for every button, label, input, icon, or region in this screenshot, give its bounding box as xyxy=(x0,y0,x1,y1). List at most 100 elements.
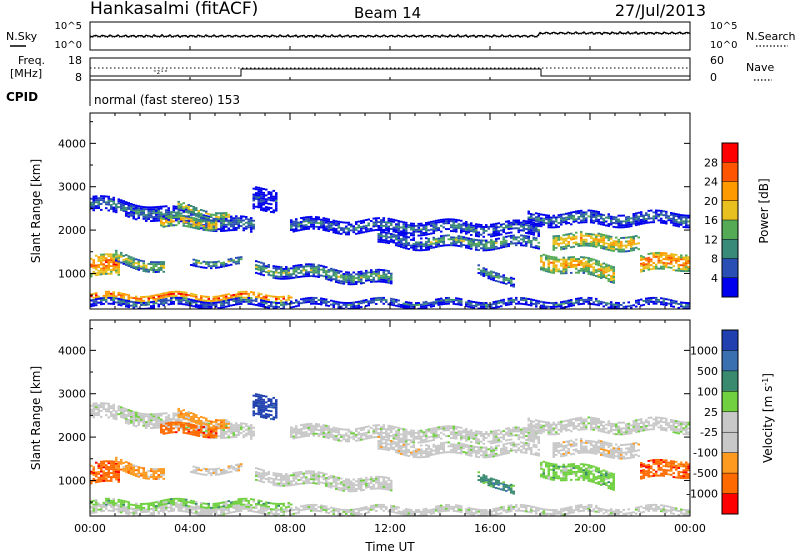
power-cell xyxy=(190,208,193,211)
power-cell xyxy=(580,238,583,241)
velocity-cell xyxy=(177,421,180,424)
power-cell xyxy=(325,302,328,305)
power-cell xyxy=(482,239,485,242)
power-cell xyxy=(670,301,673,304)
power-cell xyxy=(347,227,350,230)
velocity-cell xyxy=(200,504,203,506)
power-cell xyxy=(195,294,198,296)
power-cell xyxy=(157,270,160,273)
power-cell xyxy=(252,195,255,198)
power-cell xyxy=(145,208,148,211)
power-cell xyxy=(540,266,543,269)
power-cell xyxy=(577,303,580,306)
power-cell xyxy=(585,242,588,245)
velocity-cell xyxy=(100,402,103,405)
power-cell xyxy=(587,269,590,271)
power-cell xyxy=(220,300,223,303)
power-cell xyxy=(187,211,190,214)
power-cell xyxy=(497,274,500,277)
power-cell xyxy=(280,277,283,280)
power-cell xyxy=(660,217,663,220)
power-cell xyxy=(110,261,113,264)
velocity-cell xyxy=(112,460,115,463)
power-cell xyxy=(192,210,195,213)
velocity-cell xyxy=(105,460,108,463)
power-cell xyxy=(252,207,255,210)
power-cell xyxy=(570,304,573,307)
power-cell xyxy=(642,256,645,259)
velocity-cell xyxy=(140,472,143,475)
power-cell xyxy=(117,291,120,294)
power-cell xyxy=(260,195,263,198)
power-cell xyxy=(302,299,305,302)
power-cell xyxy=(280,270,283,272)
velocity-cell xyxy=(132,470,135,473)
power-cell xyxy=(152,265,155,268)
power-cell xyxy=(407,307,410,309)
power-cell xyxy=(455,236,458,239)
power-cell xyxy=(477,307,480,309)
power-cell xyxy=(297,304,300,307)
power-cell xyxy=(177,208,180,211)
power-cell xyxy=(337,230,340,233)
noise-panel: N.Sky 10^5 10^0 10^5 10^0 N.Search xyxy=(6,21,796,51)
power-cell xyxy=(90,273,93,276)
power-cell xyxy=(132,207,135,210)
velocity-cell xyxy=(270,502,273,505)
power-cell xyxy=(92,197,95,200)
power-cell xyxy=(672,212,675,215)
power-cell xyxy=(667,262,670,265)
power-cell xyxy=(507,245,510,248)
power-cell xyxy=(260,305,263,308)
power-cell xyxy=(605,304,608,306)
power-cell xyxy=(415,249,418,252)
power-cell xyxy=(405,239,408,242)
power-cell xyxy=(645,297,648,300)
power-cell xyxy=(657,257,660,260)
power-cell xyxy=(547,216,550,219)
power-cell xyxy=(472,304,475,307)
power-cell xyxy=(530,245,533,248)
power-cell xyxy=(327,230,330,233)
power-cell xyxy=(527,220,530,223)
power-cell xyxy=(317,226,320,229)
velocity-cell xyxy=(277,503,280,505)
power-cell xyxy=(380,235,383,238)
power-cell xyxy=(372,276,375,279)
power-cell xyxy=(270,305,273,308)
power-cell xyxy=(155,208,158,211)
power-cell xyxy=(307,271,310,274)
power-cell xyxy=(567,305,570,308)
power-cell xyxy=(510,301,513,304)
power-cell xyxy=(392,235,395,238)
power-cell xyxy=(495,276,498,279)
power-cell xyxy=(670,217,673,220)
power-cell xyxy=(612,274,615,276)
velocity-cell xyxy=(152,419,155,422)
velocity-cell xyxy=(162,425,165,427)
power-cell xyxy=(130,258,133,261)
power-cell xyxy=(387,232,390,235)
velocity-cell xyxy=(152,478,155,480)
power-cell xyxy=(482,231,485,234)
power-cell xyxy=(390,280,393,283)
power-cell xyxy=(512,299,515,301)
power-cell xyxy=(247,299,250,301)
power-cell xyxy=(170,220,173,223)
power-cell xyxy=(115,209,118,212)
power-cell xyxy=(182,222,185,225)
power-cell xyxy=(290,306,293,309)
power-cell xyxy=(677,258,680,261)
power-cell xyxy=(452,220,455,223)
power-cell xyxy=(147,214,150,217)
power-cell xyxy=(360,229,363,232)
power-cell xyxy=(200,299,203,301)
power-cell xyxy=(575,212,578,215)
power-cell xyxy=(147,262,150,265)
power-cell xyxy=(172,302,175,305)
power-cell xyxy=(590,259,593,262)
power-cell xyxy=(627,244,630,247)
power-cell xyxy=(515,221,518,224)
power-cell xyxy=(217,297,220,300)
velocity-cell xyxy=(142,417,145,419)
